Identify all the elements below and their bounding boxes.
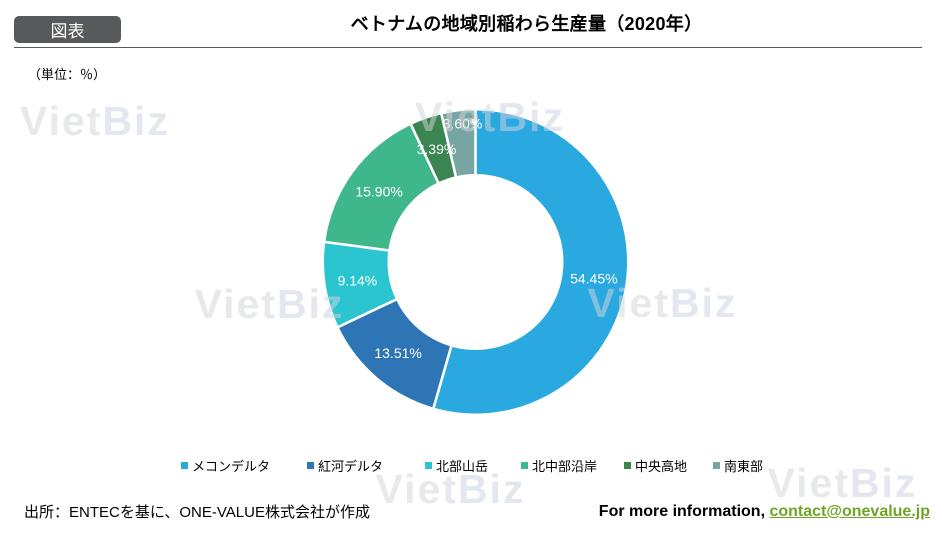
legend-marker (713, 462, 720, 469)
legend-label: 紅河デルタ (318, 458, 384, 474)
legend-label: 中央高地 (635, 458, 688, 474)
footer-contact: For more information, contact@onevalue.j… (599, 503, 930, 521)
slice-label-3: 15.90% (355, 183, 402, 199)
legend-item: 南東部 (713, 457, 764, 474)
legend-marker (307, 462, 314, 469)
donut-chart: 54.45% 13.51% 9.14% 15.90% 3.39% 3.60% (323, 108, 628, 414)
legend-label: 南東部 (724, 458, 764, 474)
contact-link[interactable]: contact@onevalue.jp (769, 503, 930, 520)
pie-slice-3 (325, 124, 439, 251)
legend-item: 中央高地 (624, 457, 688, 474)
legend-marker (181, 462, 188, 469)
legend-label: 北中部沿岸 (532, 458, 598, 474)
slice-label-2: 9.14% (338, 272, 378, 288)
legend-label: 北部山岳 (436, 458, 489, 474)
legend-item: 紅河デルタ (307, 457, 384, 474)
legend-item: 北中部沿岸 (521, 457, 598, 474)
slice-label-1: 13.51% (374, 345, 421, 361)
slice-label-0: 54.45% (570, 271, 617, 287)
slice-gap (439, 112, 458, 179)
pie-slice-2 (324, 241, 396, 327)
figure-badge-label: 図表 (50, 22, 85, 41)
unit-label: （単位：％） (28, 67, 107, 82)
label-leader-dot (471, 118, 478, 125)
legend-marker (624, 462, 631, 469)
pie-slice-5 (441, 110, 476, 177)
pie-slice-1 (338, 299, 452, 408)
legend-marker (521, 462, 528, 469)
legend-label: メコンデルタ (192, 458, 271, 474)
slice-label-4: 3.39% (417, 141, 457, 157)
legend-item: メコンデルタ (181, 457, 271, 474)
slice-label-5: 3.60% (443, 116, 483, 132)
legend-marker (425, 462, 432, 469)
pie-slice-0 (433, 110, 628, 414)
slice-gap (431, 344, 453, 410)
chart-legend: メコンデルタ 紅河デルタ 北部山岳 北中部沿岸 中央高地 南東部 (0, 457, 941, 475)
header-divider (14, 47, 922, 48)
slice-gap (409, 122, 441, 185)
contact-prefix: For more information, (598, 503, 770, 520)
page-title: ベトナムの地域別稲わら生産量（2020年） (350, 14, 703, 34)
slice-gap (323, 240, 391, 252)
source-note: 出所：ENTECを基に、ONE-VALUE株式会社が作成 (24, 504, 370, 521)
figure-badge: 図表 (14, 16, 121, 43)
slice-gap (336, 297, 399, 329)
legend-item: 北部山岳 (425, 457, 489, 474)
